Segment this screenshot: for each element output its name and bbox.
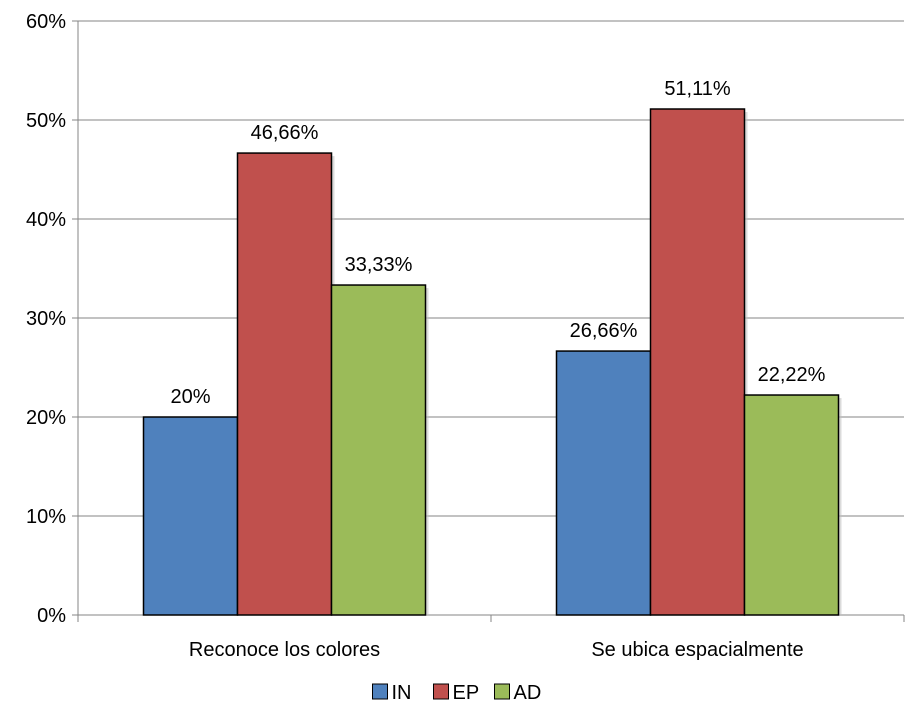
category-label: Reconoce los colores bbox=[189, 639, 380, 661]
bar-in bbox=[142, 416, 239, 616]
bar-in bbox=[555, 350, 652, 616]
category-label: Se ubica espacialmente bbox=[591, 639, 803, 661]
data-labels: 20% 46,66% 33,33% 26,66% 51,11% 22,22% bbox=[170, 78, 825, 408]
data-label: 51,11% bbox=[664, 78, 731, 100]
legend-label: IN bbox=[392, 682, 412, 704]
legend: IN EP AD bbox=[372, 682, 542, 704]
data-label: 26,66% bbox=[570, 320, 638, 342]
y-tick-label: 60% bbox=[26, 11, 66, 33]
data-label: 33,33% bbox=[345, 254, 413, 276]
y-tick-label: 0% bbox=[37, 605, 66, 627]
legend-label: EP bbox=[453, 682, 480, 704]
y-tick-label: 10% bbox=[26, 506, 66, 528]
legend-swatch bbox=[433, 683, 449, 700]
legend-item-in: IN bbox=[372, 682, 412, 704]
y-tick-label: 40% bbox=[26, 209, 66, 231]
data-label: 20% bbox=[170, 386, 210, 408]
legend-item-ep: EP bbox=[433, 682, 480, 704]
data-label: 46,66% bbox=[251, 122, 319, 144]
data-label: 22,22% bbox=[758, 364, 826, 386]
axes: 0% 10% 20% 30% 40% 50% 60% Reconoce los colores… bbox=[26, 11, 905, 661]
bar-ad bbox=[330, 284, 427, 616]
bars bbox=[142, 108, 842, 616]
legend-label: AD bbox=[514, 682, 542, 704]
bar-ad bbox=[743, 394, 840, 616]
y-tick-label: 20% bbox=[26, 407, 66, 429]
legend-item-ad: AD bbox=[494, 682, 542, 704]
y-tick-label: 30% bbox=[26, 308, 66, 330]
legend-swatch bbox=[372, 683, 388, 700]
bar-ep bbox=[649, 108, 746, 616]
y-tick-label: 50% bbox=[26, 110, 66, 132]
bar-ep bbox=[236, 152, 333, 616]
legend-swatch bbox=[494, 683, 510, 700]
